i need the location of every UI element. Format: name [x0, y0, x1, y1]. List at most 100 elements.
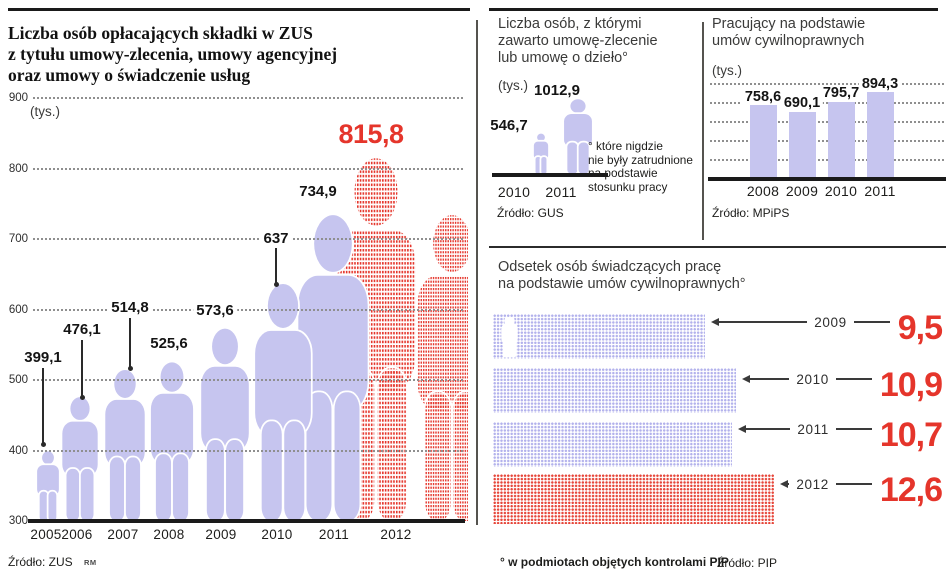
pip-callout-2010: 2010 10,9 [742, 362, 943, 402]
pip-callout-2012: 2012 12,6 [779, 467, 943, 507]
zus-unit-label: (tys.) [30, 104, 60, 119]
mpips-bar-2010 [827, 101, 855, 177]
vertical-divider-main [476, 20, 478, 525]
gus-footnote-line-4: stosunku pracy [588, 179, 668, 194]
value-label-2006: 476,1 [60, 322, 104, 338]
pointer-line [273, 248, 279, 287]
y-tick-900: 900 [8, 92, 28, 104]
pip-callout-line [718, 321, 808, 323]
pip-callout-line [853, 321, 890, 323]
pip-year-label-2012: 2012 [796, 476, 829, 492]
zus-chart-title: Liczba osób opłacających składki w ZUS z… [8, 23, 337, 86]
gus-baseline [492, 173, 608, 177]
gus-title-line-1: Liczba osób, z którymi [498, 16, 642, 32]
pip-arrowhead-icon [742, 375, 751, 383]
value-label-2005: 399,1 [21, 350, 65, 366]
pip-year-label-2011: 2011 [797, 421, 829, 437]
pip-bar-2010 [493, 368, 737, 413]
pip-arrowhead-icon [779, 480, 788, 488]
zus-title-line-3: oraz umowy o świadczenie usług [8, 64, 251, 85]
gus-footnote-line-2: nie były zatrudnione [588, 152, 693, 167]
credit-mark: RM [84, 558, 97, 567]
mpips-x-label-2011: 2011 [864, 183, 896, 199]
gridline-600 [33, 308, 463, 311]
pointer-line [40, 368, 46, 447]
zus-baseline [28, 519, 465, 523]
mpips-x-label-2010: 2010 [824, 183, 858, 199]
gus-x-label-2010: 2010 [497, 184, 531, 200]
pip-bar-2009 [493, 314, 705, 359]
pip-value-2010: 10,9 [879, 366, 943, 404]
mpips-gridline [710, 121, 944, 123]
pip-source: Źródło: PIP [717, 556, 778, 570]
pip-callout-line [787, 483, 790, 485]
x-label-2011: 2011 [318, 527, 350, 542]
mpips-gridline [710, 159, 944, 161]
pip-year-label-2010: 2010 [796, 371, 829, 387]
mpips-unit-label: (tys.) [712, 63, 742, 78]
mpips-value-label-2011: 894,3 [858, 76, 902, 93]
pip-bar-2011 [493, 422, 732, 467]
gus-footnote-line-1: ° które nigdzie [588, 139, 663, 153]
pip-callout-line [750, 378, 790, 380]
gus-x-label-2011: 2011 [545, 184, 577, 200]
gridline-900 [33, 97, 463, 99]
gus-source: Źródło: GUS [497, 206, 564, 220]
zus-source: Źródło: ZUS [8, 555, 73, 569]
x-label-2007: 2007 [107, 527, 139, 542]
y-tick-700: 700 [8, 233, 28, 245]
pip-title-line-1: Odsetek osób świadczących pracę [498, 259, 722, 275]
pip-title-line-2: na podstawie umów cywilnoprawnych° [498, 276, 746, 292]
pip-year-label-2009: 2009 [814, 314, 847, 330]
vertical-divider-top-right [702, 22, 704, 240]
gridline-500 [33, 379, 463, 381]
y-tick-400: 400 [8, 444, 28, 457]
pip-callout-line [745, 428, 791, 430]
gus-unit-label: (tys.) [498, 78, 528, 93]
gridline-700 [33, 238, 463, 240]
y-tick-500: 500 [8, 374, 28, 386]
mpips-bar-2008 [749, 104, 777, 177]
gridline-400 [33, 449, 463, 452]
mpips-gridline [710, 102, 944, 104]
x-label-2006: 2006 [61, 527, 93, 542]
mpips-value-label-2010: 795,7 [819, 86, 863, 102]
top-rule-right [489, 8, 938, 11]
mpips-value-label-2009: 690,1 [780, 96, 824, 112]
value-label-2009: 573,6 [193, 303, 237, 319]
x-label-2009: 2009 [205, 527, 237, 542]
gridline-800 [33, 167, 463, 170]
pip-callout-line [835, 483, 872, 485]
pip-callout-2011: 2011 10,7 [737, 412, 943, 452]
value-label-2007: 514,8 [108, 300, 152, 316]
gus-chart-title: Liczba osób, z którymi zawarto umowę-zle… [498, 16, 658, 67]
x-label-2010: 2010 [261, 527, 293, 542]
x-label-2005: 2005 [30, 527, 62, 542]
value-label-2008: 525,6 [147, 336, 191, 352]
value-label-2011: 734,9 [296, 184, 340, 200]
mpips-bar-2011 [866, 92, 894, 177]
pip-value-2011: 10,7 [879, 416, 943, 454]
gus-title-line-3: lub umowę o dzieło° [498, 50, 628, 66]
pip-footnote: ° w podmiotach objętych kontrolami PIP [500, 555, 729, 569]
gus-value-label-2011: 1012,9 [531, 83, 583, 99]
value-label-2012: 815,8 [335, 120, 407, 148]
x-label-2012: 2012 [380, 527, 412, 542]
mpips-value-label-2008: 758,6 [741, 89, 785, 106]
y-tick-300: 300 [8, 515, 28, 527]
zus-title-line-1: Liczba osób opłacających składki w ZUS [8, 22, 313, 43]
mpips-title-line-1: Pracujący na podstawie [712, 16, 866, 32]
mpips-x-label-2008: 2008 [746, 183, 780, 199]
top-rule-left [8, 8, 470, 11]
pip-callout-line [835, 378, 872, 380]
mpips-title-line-2: umów cywilnoprawnych [712, 33, 865, 49]
x-label-2008: 2008 [153, 527, 185, 542]
mpips-x-label-2009: 2009 [785, 183, 819, 199]
pointer-line [79, 340, 85, 400]
pip-callout-line [835, 428, 872, 430]
mpips-gridline [710, 140, 944, 142]
value-label-2010: 637 [260, 231, 292, 247]
